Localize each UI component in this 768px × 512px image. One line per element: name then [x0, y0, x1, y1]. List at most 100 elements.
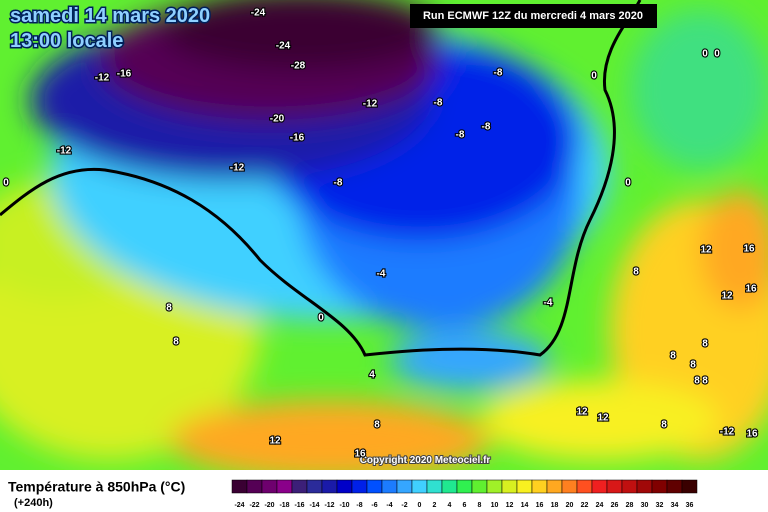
contour-label: -16: [290, 133, 305, 144]
contour-label: 0: [714, 49, 720, 60]
contour-label: -16: [117, 69, 132, 80]
legend-tick-label: -4: [386, 502, 392, 509]
legend-tick-label: 22: [581, 502, 589, 509]
contour-label: -20: [270, 114, 285, 125]
legend-tick-label: -24: [234, 502, 244, 509]
legend-swatch: [381, 479, 398, 494]
contour-label: 8: [661, 420, 667, 431]
legend-swatch: [546, 479, 563, 494]
contour-label: 8: [670, 351, 676, 362]
contour-label: 8: [374, 420, 380, 431]
legend-swatch: [276, 479, 293, 494]
contour-label: -8: [434, 98, 443, 109]
legend-swatch: [606, 479, 623, 494]
legend-tick-label: -14: [309, 502, 319, 509]
legend-tick-label: 18: [551, 502, 559, 509]
legend-tick-label: 6: [463, 502, 467, 509]
legend-tick-label: -2: [401, 502, 407, 509]
map-field: [0, 0, 768, 480]
legend-tick-label: 12: [506, 502, 514, 509]
contour-label: 16: [354, 449, 366, 460]
legend-swatch: [651, 479, 668, 494]
date-title: samedi 14 mars 2020: [10, 5, 210, 27]
contour-label: 16: [745, 284, 757, 295]
legend-swatch: [321, 479, 338, 494]
legend-tick-label: -16: [294, 502, 304, 509]
contour-label: -4: [377, 269, 386, 280]
contour-label: -24: [276, 41, 291, 52]
legend-swatch: [501, 479, 518, 494]
contour-label: 8: [173, 337, 179, 348]
legend-swatch: [456, 479, 473, 494]
legend-tick-label: -20: [264, 502, 274, 509]
legend-swatch: [351, 479, 368, 494]
legend-tick-label: 2: [433, 502, 437, 509]
legend-swatch: [306, 479, 323, 494]
contour-label: 12: [721, 291, 733, 302]
legend-swatch: [486, 479, 503, 494]
contour-label: -4: [544, 298, 553, 309]
contour-label: 0: [702, 49, 708, 60]
legend-tick-label: 16: [536, 502, 544, 509]
contour-label: 0: [3, 178, 9, 189]
legend-tick-label: 10: [491, 502, 499, 509]
legend-swatch: [426, 479, 443, 494]
contour-label: 12: [597, 413, 609, 424]
contour-label: 8: [702, 339, 708, 350]
contour-label: 8: [694, 376, 700, 387]
contour-label: 16: [746, 429, 758, 440]
run-box: [410, 4, 657, 28]
legend-swatch: [291, 479, 308, 494]
contour-label: 12: [269, 436, 281, 447]
legend-swatch: [621, 479, 638, 494]
legend-swatch: [396, 479, 413, 494]
legend-swatch: [636, 479, 653, 494]
contour-label: -12: [95, 73, 110, 84]
legend-swatch: [411, 479, 428, 494]
legend-swatch: [471, 479, 488, 494]
contour-label: 8: [690, 360, 696, 371]
legend-tick-label: 24: [596, 502, 604, 509]
contour-label: -8: [334, 178, 343, 189]
legend-tick-label: -12: [324, 502, 334, 509]
legend-tick-label: 20: [566, 502, 574, 509]
legend-swatch: [336, 479, 353, 494]
legend-tick-label: -22: [249, 502, 259, 509]
contour-label: 8: [633, 267, 639, 278]
legend-swatch: [231, 479, 248, 494]
contour-label: 12: [576, 407, 588, 418]
legend-tick-label: 34: [671, 502, 679, 509]
legend-tick-label: 32: [656, 502, 664, 509]
legend-tick-label: 30: [641, 502, 649, 509]
contour-label: 8: [166, 303, 172, 314]
legend-title: Température à 850hPa (°C): [8, 479, 185, 495]
run-info: Run ECMWF 12Z du mercredi 4 mars 2020: [423, 10, 643, 22]
time-title: 13:00 locale: [10, 30, 123, 52]
contour-label: 16: [743, 244, 755, 255]
legend-tick-label: 26: [611, 502, 619, 509]
contour-label: -12: [57, 146, 72, 157]
contour-label: -8: [494, 68, 503, 79]
legend-tick-label: -8: [356, 502, 362, 509]
legend-swatch: [576, 479, 593, 494]
contour-label: -12: [230, 163, 245, 174]
copyright: Copyright 2020 Meteociel.fr: [360, 455, 491, 466]
contour-label: -8: [456, 130, 465, 141]
contour-label: -12: [363, 99, 378, 110]
contour-label: 8: [702, 376, 708, 387]
contour-label: -8: [482, 122, 491, 133]
legend-tick-label: -10: [339, 502, 349, 509]
lead-time: (+240h): [14, 497, 53, 509]
legend-tick-label: -18: [279, 502, 289, 509]
legend-swatch: [516, 479, 533, 494]
legend-swatch: [561, 479, 578, 494]
contour-label: -28: [291, 61, 306, 72]
legend-swatch: [666, 479, 683, 494]
contour-label: -12: [720, 427, 735, 438]
legend-tick-label: -6: [371, 502, 377, 509]
contour-label: -24: [251, 8, 266, 19]
legend-tick-label: 36: [686, 502, 694, 509]
contour-label: 0: [318, 313, 324, 324]
